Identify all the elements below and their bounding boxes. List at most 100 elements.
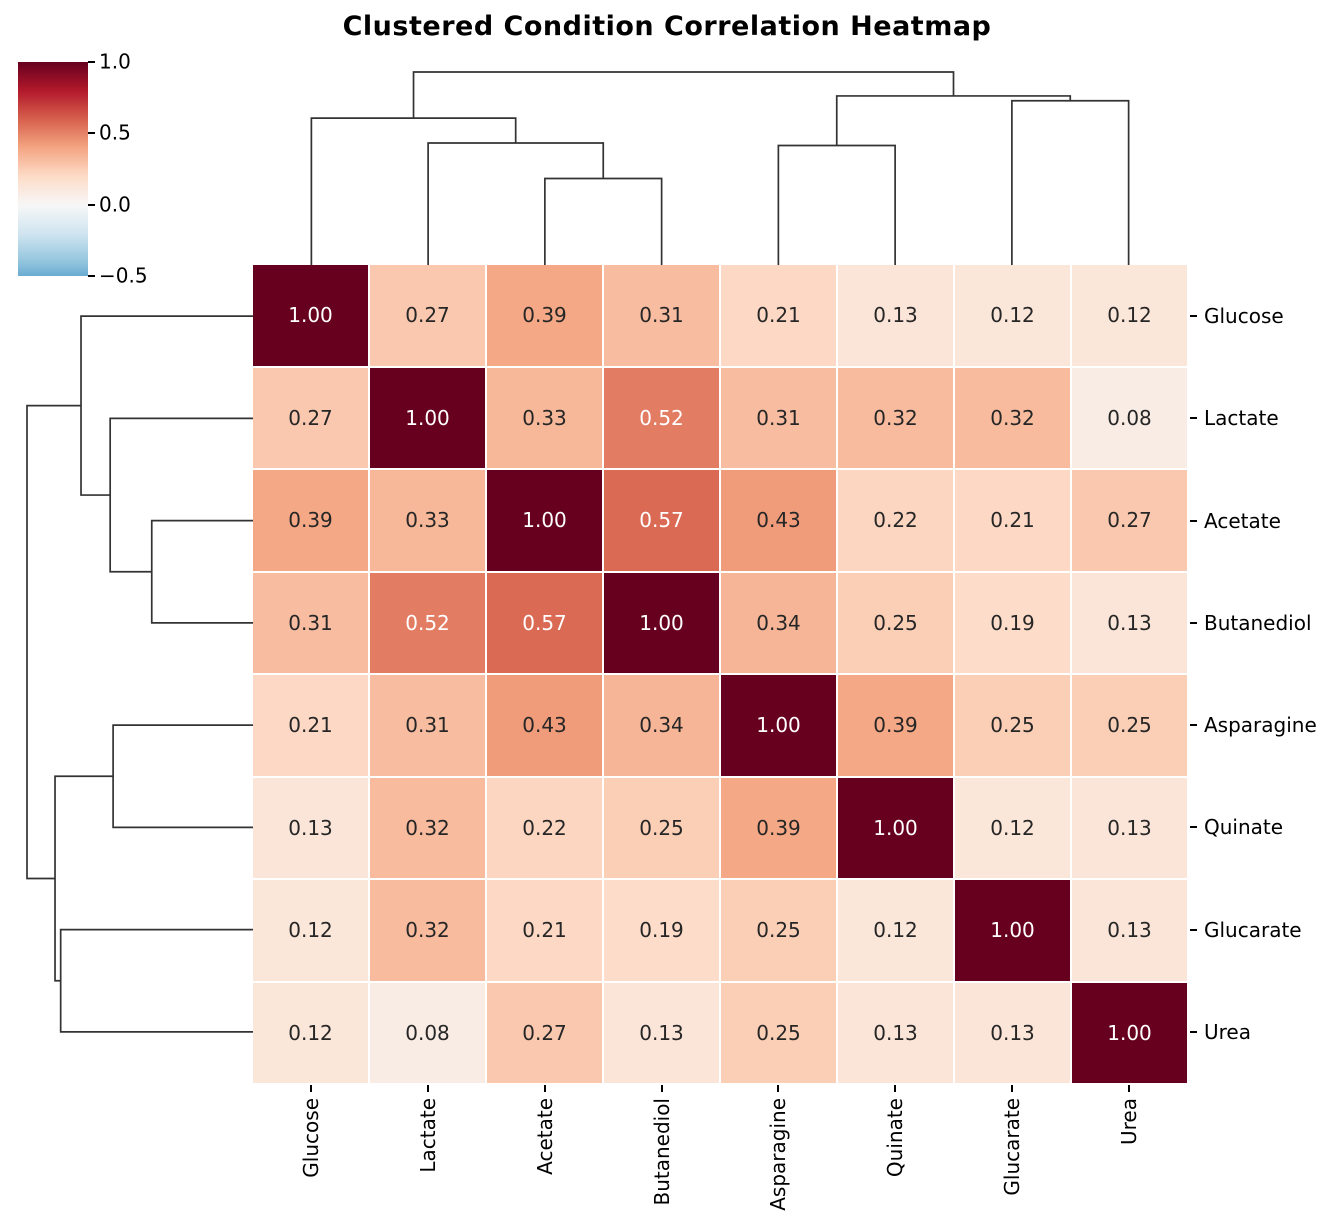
heatmap-cell-Butanediol-Glucose: 0.31 <box>253 572 368 673</box>
column-label-text: Urea <box>1116 1098 1141 1145</box>
cell-value: 1.00 <box>873 815 918 840</box>
heatmap-cell-Quinate-Asparagine: 0.39 <box>721 777 836 878</box>
heatmap-cell-Lactate-Quinate: 0.32 <box>838 367 953 468</box>
heatmap-cell-Asparagine-Quinate: 0.39 <box>838 675 953 776</box>
heatmap-cell-Lactate-Lactate: 1.00 <box>370 367 485 468</box>
row-dendrogram <box>26 315 253 1033</box>
heatmap-cell-Glucose-Glucose: 1.00 <box>253 265 368 366</box>
colorbar-tick-mark <box>88 203 95 206</box>
cell-value: 1.00 <box>639 610 684 635</box>
cell-value: 0.43 <box>522 713 567 738</box>
cell-value: 0.27 <box>522 1020 567 1045</box>
dendrogram-link-right-cluster <box>835 95 1072 146</box>
row-tick-mark <box>1190 928 1197 931</box>
heatmap-cell-Glucose-Acetate: 0.39 <box>487 265 602 366</box>
column-label-text: Butanediol <box>649 1098 674 1206</box>
cell-value: 0.13 <box>1107 815 1152 840</box>
cell-value: 1.00 <box>756 713 801 738</box>
column-tick-mark <box>427 1085 430 1092</box>
heatmap-cell-Urea-Butanediol: 0.13 <box>604 982 719 1083</box>
cell-value: 1.00 <box>522 508 567 533</box>
cell-value: 0.12 <box>288 918 333 943</box>
row-label-text: Lactate <box>1204 406 1279 431</box>
dendrogram-link-glucarate-urea <box>59 928 253 1033</box>
heatmap-cell-Acetate-Acetate: 1.00 <box>487 470 602 571</box>
heatmap-cell-Asparagine-Urea: 0.25 <box>1072 675 1187 776</box>
column-label-text: Acetate <box>532 1098 557 1175</box>
column-tick-mark <box>660 1085 663 1092</box>
heatmap-cell-Butanediol-Acetate: 0.57 <box>487 572 602 673</box>
colorbar-tick-label: −0.5 <box>99 263 148 288</box>
dendrogram-link-acetate-butanediol <box>150 519 253 624</box>
heatmap-cell-Glucose-Asparagine: 0.21 <box>721 265 836 366</box>
column-label-text: Quinate <box>883 1098 908 1178</box>
heatmap-cell-Asparagine-Glucarate: 0.25 <box>955 675 1070 776</box>
column-label-Urea: Urea <box>1117 1085 1141 1145</box>
heatmap-cell-Urea-Glucarate: 0.13 <box>955 982 1070 1083</box>
heatmap-cell-Urea-Quinate: 0.13 <box>838 982 953 1083</box>
dendrogram-link-glucose-cluster <box>80 315 253 496</box>
cell-value: 0.25 <box>756 918 801 943</box>
cell-value: 1.00 <box>288 303 333 328</box>
colorbar-gradient <box>18 62 88 276</box>
cell-value: 0.12 <box>873 918 918 943</box>
cell-value: 0.34 <box>639 713 684 738</box>
cell-value: 0.12 <box>288 1020 333 1045</box>
dendrogram-link-acetate-butanediol <box>544 177 663 265</box>
heatmap-cell-Glucarate-Quinate: 0.12 <box>838 880 953 981</box>
column-label-Butanediol: Butanediol <box>650 1085 674 1206</box>
cell-value: 0.32 <box>990 405 1035 430</box>
heatmap-cell-Lactate-Glucose: 0.27 <box>253 367 368 468</box>
cell-value: 0.08 <box>1107 405 1152 430</box>
cell-value: 0.21 <box>990 508 1035 533</box>
heatmap-cell-Glucarate-Asparagine: 0.25 <box>721 880 836 981</box>
heatmap-cell-Urea-Urea: 1.00 <box>1072 982 1187 1083</box>
cell-value: 0.39 <box>288 508 333 533</box>
cell-value: 0.19 <box>990 610 1035 635</box>
row-tick-mark <box>1190 1030 1197 1033</box>
cell-value: 1.00 <box>990 918 1035 943</box>
heatmap-cell-Glucose-Quinate: 0.13 <box>838 265 953 366</box>
heatmap-cell-Asparagine-Acetate: 0.43 <box>487 675 602 776</box>
column-label-Lactate: Lactate <box>416 1085 440 1173</box>
heatmap-cell-Asparagine-Asparagine: 1.00 <box>721 675 836 776</box>
heatmap-cell-Butanediol-Lactate: 0.52 <box>370 572 485 673</box>
cell-value: 0.32 <box>405 815 450 840</box>
cell-value: 0.39 <box>522 303 567 328</box>
heatmap-cell-Glucarate-Acetate: 0.21 <box>487 880 602 981</box>
row-tick-mark <box>1190 519 1197 522</box>
row-tick-mark <box>1190 621 1197 624</box>
row-label-text: Glucose <box>1204 304 1284 329</box>
cell-value: 0.32 <box>405 918 450 943</box>
column-label-Asparagine: Asparagine <box>766 1085 790 1211</box>
heatmap-cell-Glucarate-Glucose: 0.12 <box>253 880 368 981</box>
cell-value: 0.13 <box>990 1020 1035 1045</box>
column-label-text: Asparagine <box>766 1098 791 1211</box>
cell-value: 0.22 <box>873 508 918 533</box>
colorbar: 1.0 0.5 0.0 −0.5 <box>18 50 148 288</box>
cell-value: 1.00 <box>405 405 450 430</box>
column-tick-mark <box>894 1085 897 1092</box>
cell-value: 0.33 <box>522 405 567 430</box>
cell-value: 0.32 <box>873 405 918 430</box>
heatmap-cell-Asparagine-Lactate: 0.31 <box>370 675 485 776</box>
colorbar-tick-mark <box>88 61 95 63</box>
column-tick-mark <box>1010 1085 1013 1092</box>
cell-value: 0.12 <box>1107 303 1152 328</box>
cell-value: 0.27 <box>1107 508 1152 533</box>
cell-value: 0.25 <box>756 1020 801 1045</box>
cell-value: 1.00 <box>1107 1020 1152 1045</box>
dendrogram-link-root <box>412 71 955 119</box>
heatmap-cell-Lactate-Butanediol: 0.52 <box>604 367 719 468</box>
cell-value: 0.13 <box>288 815 333 840</box>
heatmap-cell-Acetate-Quinate: 0.22 <box>838 470 953 571</box>
dendrogram-link-root <box>26 404 82 880</box>
cell-value: 0.39 <box>873 713 918 738</box>
heatmap-cell-Glucarate-Butanediol: 0.19 <box>604 880 719 981</box>
cell-value: 0.13 <box>873 303 918 328</box>
heatmap-cell-Acetate-Lactate: 0.33 <box>370 470 485 571</box>
cell-value: 0.31 <box>756 405 801 430</box>
column-label-text: Glucose <box>299 1098 324 1178</box>
cell-value: 0.13 <box>1107 918 1152 943</box>
dendrogram-link-right-cluster <box>54 775 114 982</box>
